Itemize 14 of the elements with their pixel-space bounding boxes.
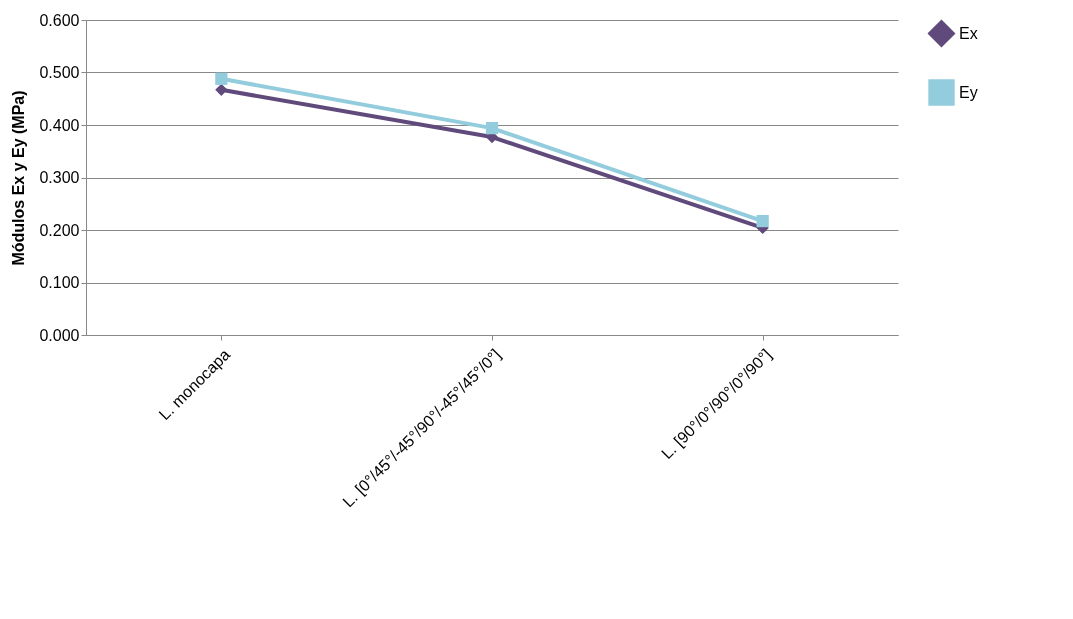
y-tick-label: 0.200 [39,221,80,239]
y-tick-label: 0.100 [39,274,80,291]
y-tick-label: 0.000 [39,326,80,344]
point [756,214,769,228]
y-tick-label: 0.600 [39,11,80,29]
point [215,83,228,96]
y-tick-label: 0.400 [39,116,80,134]
y-tick-label: 0.500 [39,64,80,81]
legend-label: Ey [959,83,978,101]
point [215,72,228,85]
point [485,122,499,135]
y-tick-label: 0.300 [39,169,80,186]
y-axis-title: Módulos Ex y Ey (MPa) [10,90,28,266]
legend-label: Ex [959,24,978,42]
